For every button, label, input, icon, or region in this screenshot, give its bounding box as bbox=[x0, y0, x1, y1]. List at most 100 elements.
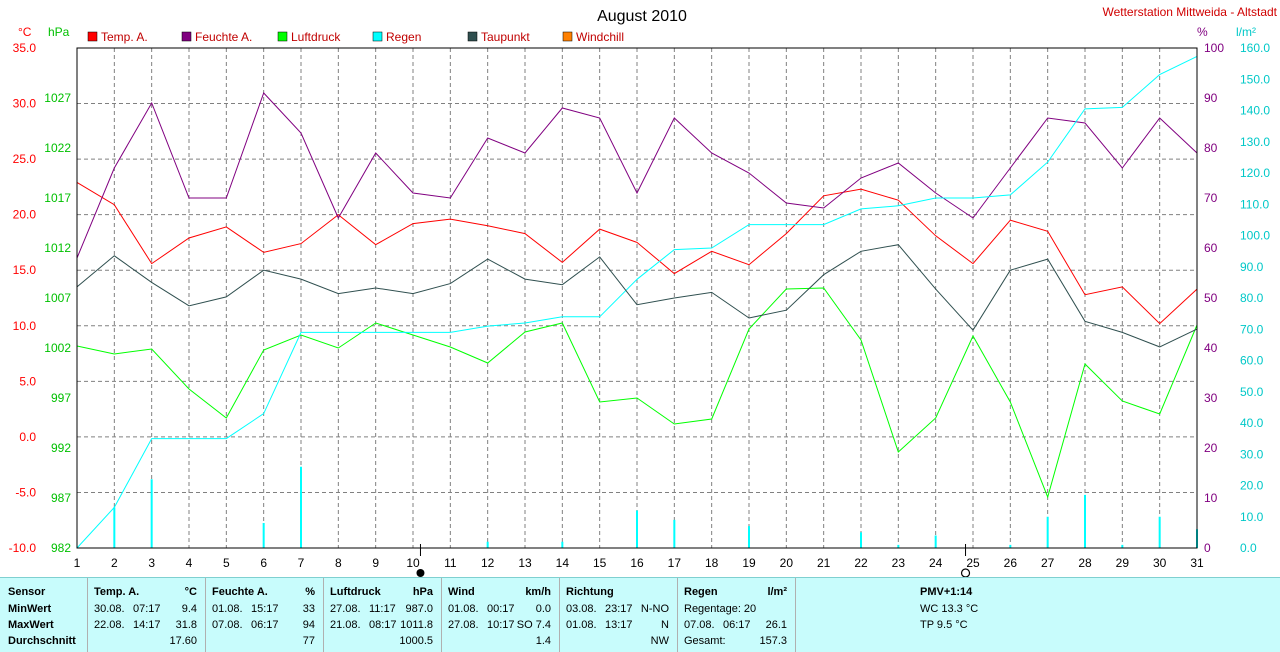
stats-temp-min-time: 07:17 bbox=[133, 603, 161, 615]
day-tick-label: 2 bbox=[111, 556, 118, 570]
pressure-tick-label: 1027 bbox=[44, 91, 71, 105]
pressure-tick-label: 1007 bbox=[44, 291, 71, 305]
day-tick-label: 3 bbox=[148, 556, 155, 570]
temp-tick-label: 30.0 bbox=[13, 97, 37, 111]
day-tick-label: 26 bbox=[1004, 556, 1018, 570]
statistics-panel: Sensor MinWert MaxWert Durchschnitt Temp… bbox=[0, 577, 1280, 652]
daily-rain-bar bbox=[262, 523, 265, 548]
rain-tick-label: 60.0 bbox=[1240, 354, 1264, 368]
weather-chart: August 2010 Wetterstation Mittweida - Al… bbox=[9, 5, 1278, 577]
day-tick-label: 28 bbox=[1078, 556, 1092, 570]
pressure-tick-label: 1002 bbox=[44, 341, 71, 355]
rain-tick-label: 140.0 bbox=[1240, 104, 1270, 118]
grid bbox=[77, 48, 1197, 548]
legend-label: Taupunkt bbox=[481, 30, 530, 44]
pressure-tick-label: 1017 bbox=[44, 191, 71, 205]
stats-rain-max-time: 06:17 bbox=[723, 619, 751, 631]
stats-humidity-max-time: 06:17 bbox=[251, 619, 279, 631]
rain-tick-label: 80.0 bbox=[1240, 291, 1264, 305]
stats-label-sensor: Sensor bbox=[8, 586, 46, 598]
stats-humidity-header: Feuchte A. bbox=[212, 586, 268, 598]
daily-rain-bar bbox=[748, 526, 750, 548]
daily-rain-bar bbox=[1084, 494, 1086, 548]
daily-rain-bar bbox=[300, 466, 302, 548]
rain-tick-label: 90.0 bbox=[1240, 260, 1264, 274]
stats-rain-days: Regentage: 20 bbox=[684, 603, 757, 615]
day-tick-label: 27 bbox=[1041, 556, 1055, 570]
humidity-tick-label: 80 bbox=[1204, 141, 1218, 155]
legend: Temp. A. Feuchte A. Luftdruck Regen Taupunkt… bbox=[87, 30, 624, 44]
stats-wind-max-value: SO 7.4 bbox=[516, 619, 551, 631]
rain-tick-label: 100.0 bbox=[1240, 229, 1270, 243]
stats-pressure-column: Luftdruck hPa 27.08. 11:17 987.0 21.08. 08:1… bbox=[324, 578, 442, 652]
stats-humidity-min-value: 33 bbox=[302, 603, 315, 615]
stats-temp-max-time: 14:17 bbox=[133, 619, 161, 631]
day-tick-label: 1 bbox=[74, 556, 81, 570]
stats-wind-max-date: 27.08. bbox=[448, 619, 479, 631]
day-tick-label: 15 bbox=[593, 556, 607, 570]
stats-humidity-column: Feuchte A.% 01.08. 15:17 33 07.08. 06:17 94 … bbox=[206, 578, 324, 652]
rain-tick-label: 40.0 bbox=[1240, 416, 1264, 430]
daily-rain-bar bbox=[860, 532, 862, 548]
temp-tick-label: 20.0 bbox=[13, 208, 37, 222]
stats-pmv-column: PMV+1:14 WC 13.3 °C TP 9.5 °C bbox=[796, 578, 1280, 652]
stats-temp-avg: 17.60 bbox=[169, 635, 197, 647]
rain-tick-label: 130.0 bbox=[1240, 135, 1270, 149]
stats-humidity-min-date: 01.08. bbox=[212, 603, 243, 615]
pressure-axis-unit: hPa bbox=[48, 25, 70, 39]
day-tick-label: 18 bbox=[705, 556, 719, 570]
stats-pmv-windchill: WC 13.3 °C bbox=[920, 603, 979, 615]
daily-rain-bars bbox=[113, 466, 1198, 548]
rain-tick-label: 70.0 bbox=[1240, 322, 1264, 336]
rain-tick-label: 160.0 bbox=[1240, 41, 1270, 55]
series-line-regen bbox=[76, 55, 1198, 549]
legend-label: Temp. A. bbox=[101, 30, 148, 44]
rain-tick-label: 0.0 bbox=[1240, 541, 1257, 555]
temp-tick-label: 15.0 bbox=[13, 263, 37, 277]
legend-label: Luftdruck bbox=[291, 30, 341, 44]
day-tick-label: 4 bbox=[186, 556, 193, 570]
stats-label-min: MinWert bbox=[8, 603, 52, 615]
temp-tick-label: -5.0 bbox=[15, 485, 36, 499]
daily-rain-bar bbox=[636, 510, 638, 548]
stats-humidity-avg: 77 bbox=[302, 635, 315, 647]
humidity-tick-label: 20 bbox=[1204, 441, 1218, 455]
daily-rain-bar bbox=[150, 479, 153, 548]
day-tick-label: 11 bbox=[444, 556, 457, 570]
day-tick-label: 7 bbox=[298, 556, 305, 570]
day-tick-label: 20 bbox=[780, 556, 794, 570]
stats-humidity-max-date: 07.08. bbox=[212, 619, 243, 631]
plot-frame bbox=[76, 47, 1198, 549]
new-moon-icon bbox=[416, 569, 425, 577]
chart-title: August 2010 bbox=[597, 8, 687, 25]
series-line-temp-a bbox=[76, 181, 1198, 325]
humidity-tick-label: 90 bbox=[1204, 91, 1218, 105]
pressure-tick-label: 1022 bbox=[44, 141, 71, 155]
stats-wind-max-time: 10:17 bbox=[487, 619, 515, 631]
humidity-tick-label: 0 bbox=[1204, 541, 1211, 555]
stats-rain-column: Regen l/m² Regentage: 20 07.08. 06:17 26.1 … bbox=[678, 578, 796, 652]
stats-direction-max-time: 13:17 bbox=[605, 619, 633, 631]
series-line-feuchte-a bbox=[76, 92, 1198, 259]
day-tick-label: 25 bbox=[966, 556, 980, 570]
stats-pressure-min-time: 11:17 bbox=[369, 603, 396, 615]
rain-tick-label: 10.0 bbox=[1240, 510, 1264, 524]
stats-pressure-max-value: 1011.8 bbox=[400, 619, 433, 631]
y-axis-ticks: 35.0 30.0 25.0 20.0 15.0 10.0 5.0 0.0 -5.0 -10.0 1… bbox=[9, 41, 1271, 555]
legend-label: Feuchte A. bbox=[195, 30, 252, 44]
legend-swatch bbox=[372, 31, 383, 42]
stats-direction-min-time: 23:17 bbox=[605, 603, 633, 615]
stats-direction-header: Richtung bbox=[566, 586, 614, 598]
temp-tick-label: 25.0 bbox=[13, 152, 37, 166]
legend-swatch bbox=[562, 31, 573, 42]
daily-rain-bar bbox=[897, 544, 900, 548]
series-line-luftdruck bbox=[76, 287, 1198, 499]
full-moon-icon bbox=[960, 568, 971, 577]
rain-tick-label: 20.0 bbox=[1240, 479, 1264, 493]
rain-tick-label: 110.0 bbox=[1240, 197, 1269, 211]
daily-rain-bar bbox=[934, 535, 937, 548]
stats-pressure-min-date: 27.08. bbox=[330, 603, 361, 615]
stats-pressure-unit: hPa bbox=[412, 586, 433, 598]
legend-swatch bbox=[87, 31, 98, 42]
day-tick-label: 16 bbox=[630, 556, 644, 570]
